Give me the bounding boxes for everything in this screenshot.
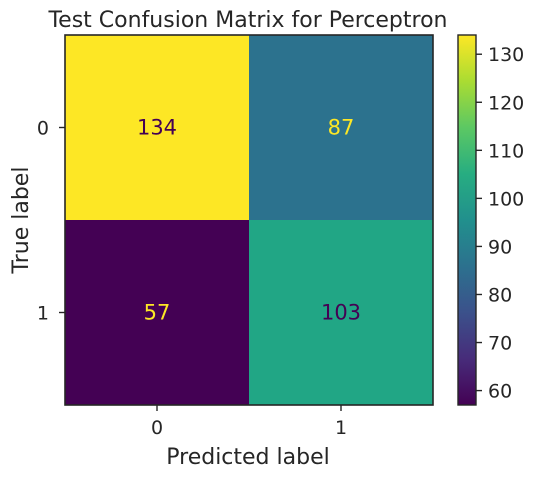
- cell-value-1-0: 57: [144, 301, 171, 325]
- cell-value-1-1: 103: [321, 301, 361, 325]
- matrix-cells: [65, 35, 433, 405]
- chart-title: Test Confusion Matrix for Perceptron: [47, 8, 447, 33]
- y-axis-ticks: 01: [37, 118, 65, 325]
- x-axis-label: Predicted label: [166, 445, 329, 470]
- colorbar-tick-label: 80: [488, 284, 512, 306]
- colorbar-tick-label: 90: [488, 236, 512, 258]
- cell-value-0-1: 87: [328, 116, 355, 140]
- x-tick-label: 1: [335, 417, 347, 439]
- colorbar-ticks: 60 70 80 90 100 110 120 130: [476, 44, 524, 403]
- y-tick-label: 1: [37, 303, 49, 325]
- colorbar-tick-label: 110: [488, 140, 524, 162]
- colorbar-tick-label: 70: [488, 333, 512, 355]
- y-tick-label: 0: [37, 118, 49, 140]
- matrix-cell-0-0: [65, 35, 249, 220]
- matrix-cell-labels: 134 87 57 103: [137, 116, 361, 325]
- y-axis-label: True label: [9, 167, 34, 275]
- colorbar: [457, 34, 477, 406]
- matrix-cell-1-0: [65, 220, 249, 405]
- colorbar-tick-label: 100: [488, 188, 524, 210]
- colorbar-tick-label: 120: [488, 92, 524, 114]
- x-tick-label: 0: [151, 417, 163, 439]
- matrix-cell-1-1: [249, 220, 433, 405]
- colorbar-tick-label: 130: [488, 44, 524, 66]
- matrix-cell-0-1: [249, 35, 433, 220]
- cell-value-0-0: 134: [137, 116, 177, 140]
- plot-frame: [64, 34, 434, 406]
- colorbar-tick-label: 60: [488, 381, 512, 403]
